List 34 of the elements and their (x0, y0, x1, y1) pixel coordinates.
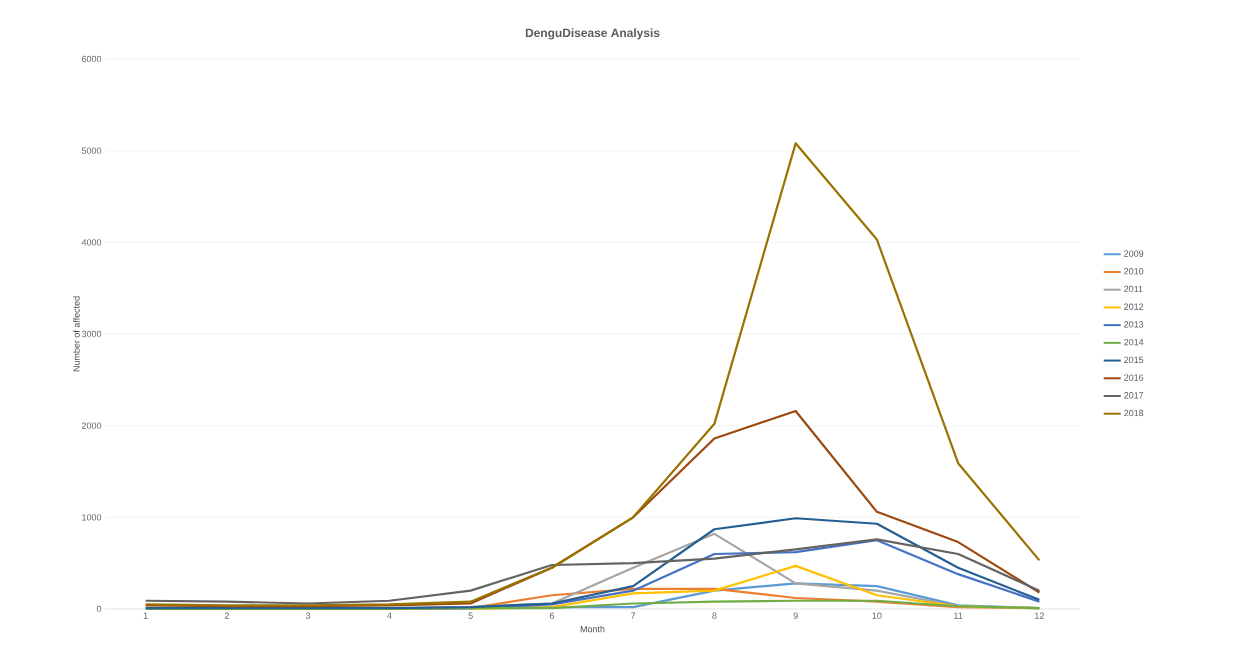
legend-label: 2012 (1124, 303, 1144, 310)
x-tick-label: 3 (305, 612, 311, 619)
x-tick-label: 2 (224, 612, 229, 619)
line-series (144, 409, 1041, 608)
line-series (144, 142, 1041, 607)
y-tick-label: 5000 (81, 147, 102, 154)
y-tick-label: 2000 (82, 422, 102, 429)
x-tick-label: 6 (549, 612, 554, 619)
x-tick-label: 5 (468, 612, 473, 619)
y-tick-label: 6000 (82, 55, 102, 63)
chart-title: DenguDisease Analysis (525, 28, 660, 40)
x-tick-label: 9 (793, 612, 798, 619)
x-tick-label: 12 (1035, 612, 1044, 619)
y-tick-label: 1000 (82, 514, 102, 521)
x-tick-label: 11 (954, 612, 963, 619)
y-tick-label: 4000 (81, 239, 102, 246)
legend-label: 2010 (1124, 268, 1144, 275)
x-tick-label: 1 (143, 612, 148, 619)
legend-label: 2016 (1124, 374, 1144, 381)
y-tick-label: 0 (96, 605, 102, 613)
x-tick-label: 10 (872, 612, 882, 619)
legend-label: 2018 (1124, 409, 1144, 417)
legend-label: 2011 (1124, 285, 1143, 293)
legend-label: 2017 (1124, 392, 1144, 399)
legend-label: 2015 (1124, 356, 1144, 364)
x-tick-label: 7 (631, 612, 636, 619)
legend-label: 2014 (1124, 338, 1144, 346)
x-axis-title: Month (580, 625, 605, 633)
x-tick-label: 8 (712, 612, 717, 619)
x-tick-label: 4 (387, 612, 392, 619)
y-tick-label: 3000 (81, 330, 102, 338)
y-axis-title: Number of affected (73, 296, 80, 372)
legend-label: 2009 (1124, 250, 1144, 257)
legend-label: 2013 (1124, 321, 1144, 328)
